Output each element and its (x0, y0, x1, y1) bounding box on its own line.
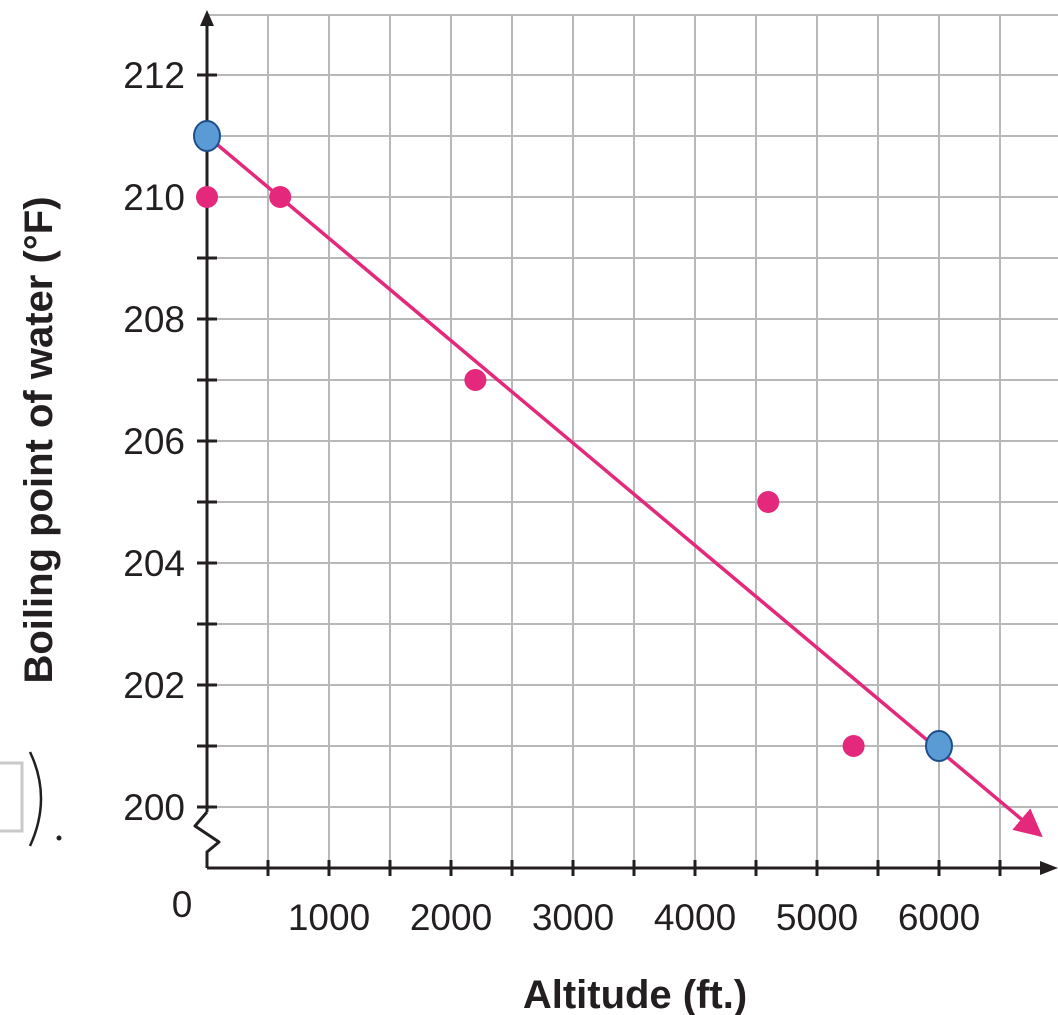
origin-label: 0 (172, 884, 193, 925)
x-tick-label: 6000 (898, 897, 980, 938)
data-point (196, 186, 218, 208)
y-axis-arrow (200, 10, 214, 26)
x-axis-title: Altitude (ft.) (523, 973, 747, 1015)
highlighted-point (925, 730, 953, 762)
x-tick-label: 5000 (776, 897, 858, 938)
trend-line (205, 134, 1043, 838)
y-axis-title: Boiling point of water (°F) (17, 196, 61, 683)
x-tick-label: 1000 (288, 897, 370, 938)
y-tick-label: 204 (123, 543, 185, 584)
highlighted-point (193, 120, 221, 152)
x-tick-label: 4000 (654, 897, 736, 938)
data-point (757, 491, 780, 513)
period-mark (56, 835, 62, 841)
axes (193, 10, 1058, 875)
y-tick-label: 210 (123, 177, 185, 218)
x-tick-label: 3000 (532, 897, 614, 938)
y-tick-label: 200 (123, 787, 185, 828)
data-point (269, 186, 292, 208)
data-point (842, 735, 865, 757)
tick-labels: 1000 2000 3000 4000 5000 6000 200 202 204 206 208 2… (123, 55, 980, 938)
data-marks (193, 120, 1043, 838)
x-tick-label: 2000 (410, 897, 492, 938)
y-tick-label: 212 (123, 55, 185, 96)
y-tick-label: 206 (123, 421, 185, 462)
data-point (464, 369, 487, 391)
y-tick-label: 208 (123, 299, 185, 340)
grid (207, 14, 1058, 868)
y-axis-break (193, 811, 221, 868)
partial-box (0, 761, 24, 833)
x-axis-arrow (1040, 861, 1058, 875)
tick-marks (197, 73, 1002, 876)
y-tick-label: 202 (123, 665, 185, 706)
parenthesis-mark (28, 751, 43, 847)
left-edge-artifact (0, 751, 62, 847)
